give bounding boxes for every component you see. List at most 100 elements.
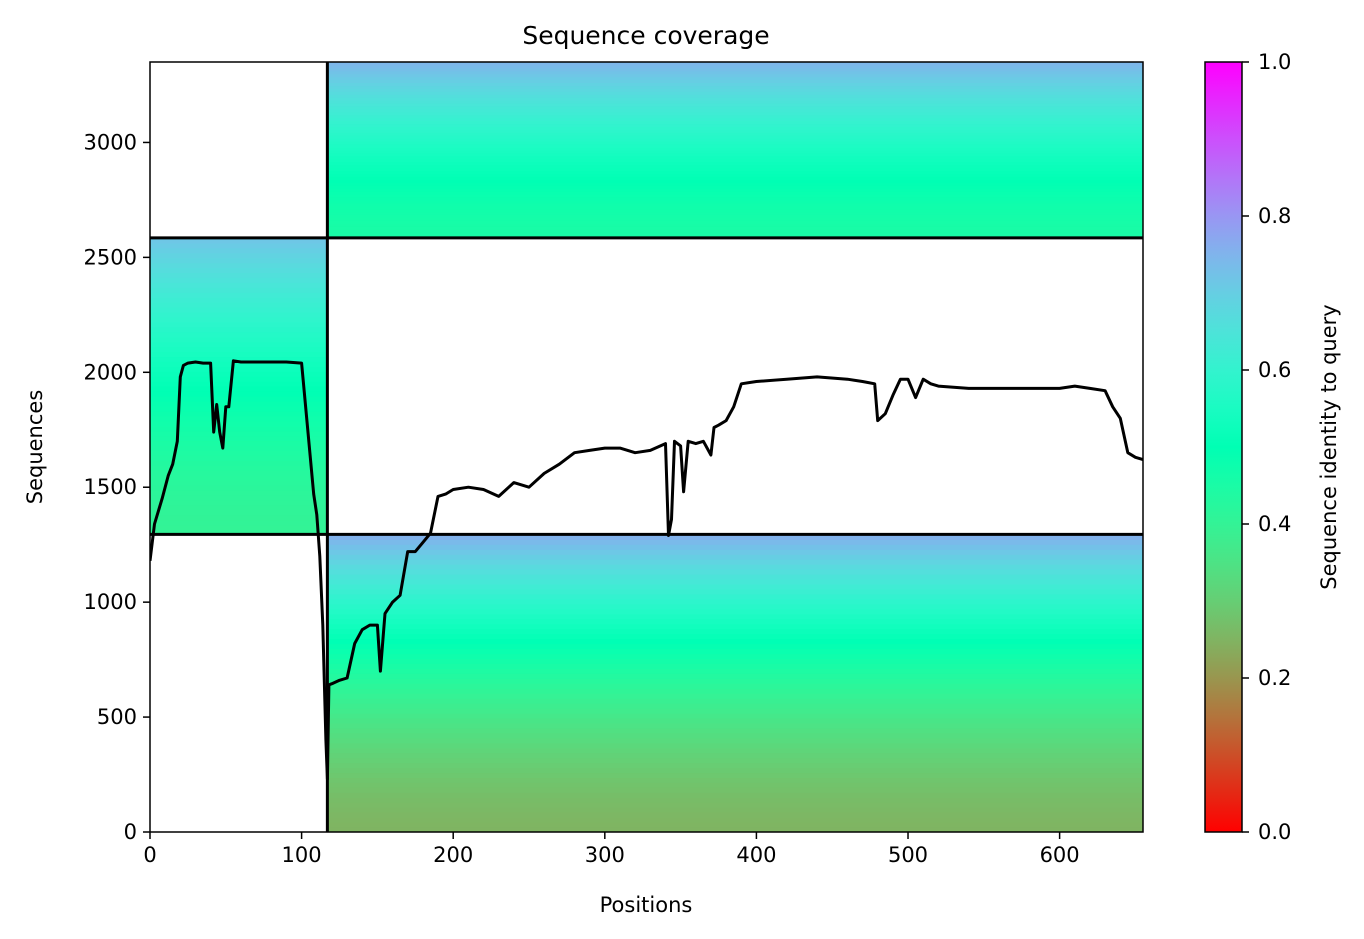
heatmap-band — [327, 663, 1143, 669]
heatmap-band — [150, 415, 328, 422]
heatmap-band — [327, 574, 1143, 580]
heatmap-band — [327, 693, 1143, 699]
heatmap-band — [327, 152, 1143, 157]
heatmap-band — [327, 91, 1143, 95]
heatmap-band — [327, 82, 1143, 87]
heatmap-band — [327, 717, 1143, 724]
heatmap-band — [327, 772, 1143, 779]
colorbar-frame — [1204, 61, 1243, 833]
heatmap-band — [327, 807, 1143, 813]
heatmap-band — [327, 211, 1143, 215]
heatmap-band — [150, 489, 328, 496]
heatmap-band — [150, 479, 328, 486]
heatmap-band — [327, 707, 1143, 714]
heatmap-band — [150, 242, 328, 249]
heatmap-band — [327, 554, 1143, 560]
heatmap-band — [327, 88, 1143, 92]
heatmap-band — [150, 257, 328, 264]
heatmap-band — [327, 539, 1143, 545]
heatmap-band — [150, 430, 328, 437]
x-axis-label: Positions — [600, 893, 693, 917]
heatmap-band — [150, 529, 328, 535]
heatmap-band — [327, 73, 1143, 78]
colorbar-tick-label: 0.0 — [1258, 820, 1291, 844]
heatmap-band — [327, 94, 1143, 98]
heatmap-band — [327, 164, 1143, 169]
heatmap-band — [327, 792, 1143, 798]
x-axis-ticks: 0 100 200 300 400 500 600 — [143, 832, 1080, 867]
colorbar-tick-label: 0.2 — [1258, 666, 1291, 690]
heatmap-band — [327, 762, 1143, 769]
heatmap-band — [150, 277, 328, 283]
heatmap-band — [327, 643, 1143, 650]
heatmap-band — [327, 190, 1143, 195]
heatmap-band — [327, 618, 1143, 625]
heatmap-band — [327, 170, 1143, 174]
heatmap-band — [327, 588, 1143, 595]
heatmap-band — [150, 484, 328, 491]
heatmap-band — [150, 455, 328, 461]
heatmap-band — [150, 504, 328, 511]
heatmap-band — [327, 603, 1143, 610]
heatmap-band — [327, 161, 1143, 166]
heatmap-band — [150, 450, 328, 456]
heatmap-band — [327, 141, 1143, 145]
heatmap-band — [150, 509, 328, 516]
heatmap-band — [327, 817, 1143, 823]
heatmap-band — [327, 193, 1143, 198]
y-tick-label: 2500 — [84, 245, 137, 269]
coverage-line — [150, 359, 1143, 781]
heatmap-band — [327, 229, 1143, 233]
heatmap-band — [327, 683, 1143, 689]
heatmap-band — [327, 678, 1143, 684]
y-tick-label: 0 — [124, 820, 137, 844]
heatmap-band — [327, 64, 1143, 69]
heatmap-band — [327, 752, 1143, 759]
heatmap-band — [327, 698, 1143, 704]
heatmap-band — [327, 97, 1143, 101]
heatmap-band — [150, 351, 328, 358]
heatmap-band — [327, 176, 1143, 180]
heatmap-band — [327, 777, 1143, 783]
heatmap-band — [327, 132, 1143, 136]
heatmap-band — [150, 514, 328, 521]
heatmap-band — [150, 346, 328, 353]
heatmap-band — [150, 465, 328, 471]
heatmap-band — [327, 812, 1143, 818]
heatmap-band — [327, 712, 1143, 719]
heatmap-band — [327, 827, 1143, 832]
heatmap-band — [150, 272, 328, 278]
heatmap-band — [327, 653, 1143, 659]
heatmap-band — [327, 105, 1143, 110]
heatmap-band — [327, 737, 1143, 744]
heatmap-band — [150, 405, 328, 412]
heatmap-band — [327, 583, 1143, 590]
x-tick-label: 200 — [433, 843, 473, 867]
heatmap-band — [150, 302, 328, 308]
heatmap-band — [327, 173, 1143, 177]
heatmap-band — [327, 223, 1143, 227]
heatmap-band — [150, 361, 328, 367]
heatmap-band — [150, 366, 328, 372]
heatmap-band — [327, 196, 1143, 201]
colorbar-tick-label: 0.4 — [1258, 512, 1291, 536]
heatmap-band — [150, 400, 328, 407]
heatmap-band — [327, 226, 1143, 230]
heatmap-band — [327, 108, 1143, 113]
heatmap-band — [327, 727, 1143, 734]
heatmap-band — [327, 787, 1143, 793]
y-tick-label: 1500 — [84, 475, 137, 499]
heatmap-band — [150, 282, 328, 288]
heatmap-band — [150, 316, 328, 323]
heatmap-band — [327, 623, 1143, 630]
y-tick-label: 2000 — [84, 360, 137, 384]
heatmap-band — [327, 120, 1143, 125]
heatmap-band — [150, 252, 328, 259]
heatmap-band — [327, 144, 1143, 148]
domain-boundary-layer — [150, 62, 1143, 832]
heatmap-block — [150, 237, 328, 535]
heatmap-band — [327, 722, 1143, 729]
heatmap-band — [150, 395, 328, 402]
